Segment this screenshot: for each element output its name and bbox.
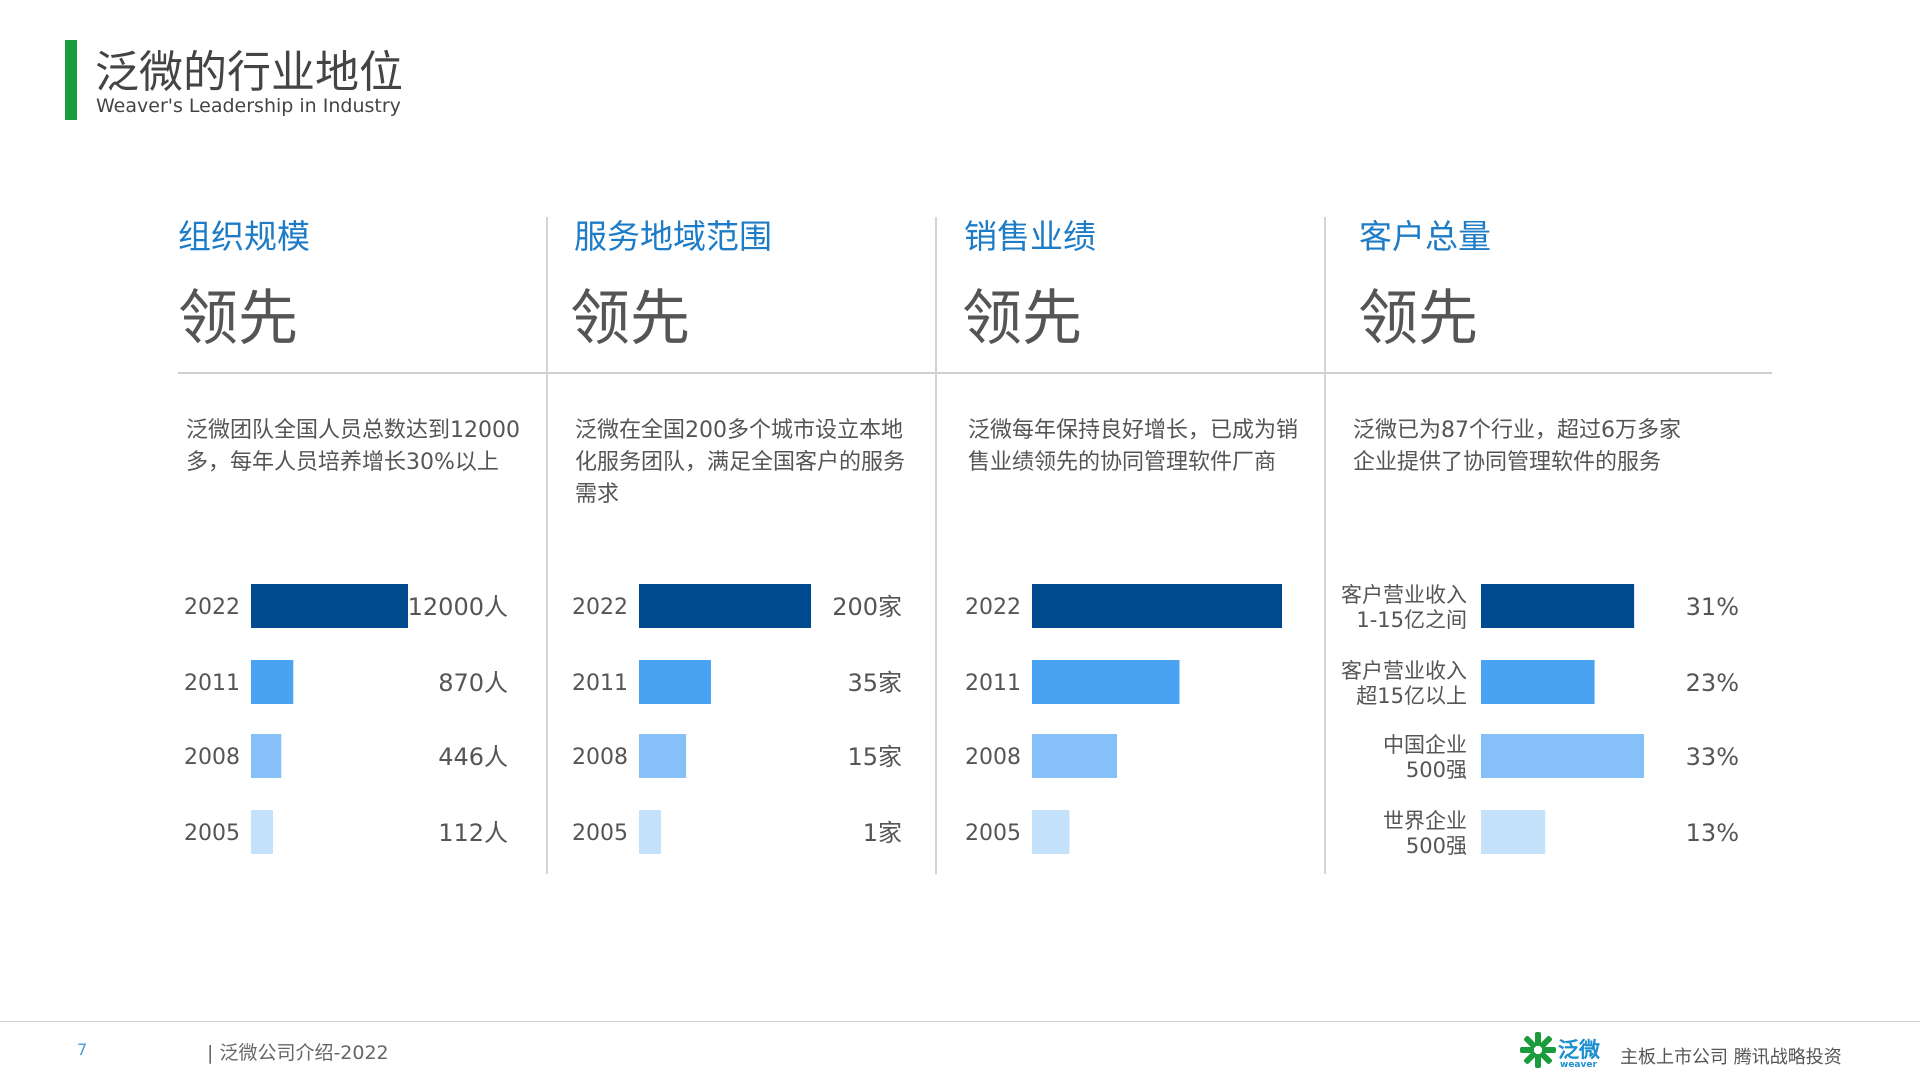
chart3-category-label: 2022 (965, 595, 1021, 620)
footer-divider (0, 1021, 1920, 1022)
chart2-value-label: 1家 (863, 819, 902, 847)
chart2-category-label: 2011 (572, 671, 628, 696)
footer-text: | 泛微公司介绍-2022 (207, 1042, 389, 1064)
panel-3-desc: 泛微每年保持良好增长，已成为销售业绩领先的协同管理软件厂商 (968, 418, 1299, 475)
page-number: 7 (77, 1040, 88, 1059)
panel-1-desc: 泛微团队全国人员总数达到12000多，每年人员培养增长30%以上 (186, 418, 520, 475)
chart4-value-label: 13% (1686, 819, 1739, 847)
chart3-bar-3 (1032, 734, 1117, 778)
panel-2-big: 领先 (570, 284, 690, 354)
column-divider-1 (546, 217, 548, 874)
panel-2-desc: 泛微在全国200多个城市设立本地化服务团队，满足全国客户的服务需求 (575, 418, 906, 507)
panel-4-title: 客户总量 (1359, 217, 1491, 256)
chart4-category-label: 客户营业收入 (1341, 659, 1467, 683)
chart2-category-label: 2022 (572, 595, 628, 620)
chart4-category-label: 1-15亿之间 (1356, 608, 1467, 632)
panel-3-title: 销售业绩 (964, 217, 1096, 256)
chart1-bar-2 (251, 660, 294, 704)
header-divider (178, 372, 1772, 374)
chart1-value-label: 446人 (438, 743, 508, 771)
chart2-bar-4 (639, 810, 661, 854)
chart3-category-label: 2005 (965, 821, 1021, 846)
chart3-bar-4 (1032, 810, 1070, 854)
chart4-category-label: 500强 (1406, 834, 1467, 858)
chart1-category-label: 2008 (184, 745, 240, 770)
chart4-value-label: 31% (1686, 593, 1739, 621)
title-accent-bar (65, 40, 77, 120)
chart2-value-label: 15家 (847, 743, 902, 771)
page-title: 泛微的行业地位 (95, 47, 403, 98)
panel-2-title: 服务地域范围 (574, 217, 772, 256)
chart4-category-label: 500强 (1406, 758, 1467, 782)
chart3-bar-1 (1032, 584, 1282, 628)
panel-4-desc: 泛微已为87个行业，超过6万多家企业提供了协同管理软件的服务 (1353, 418, 1681, 475)
logo-wordmark-cn: 泛微 (1558, 1038, 1600, 1062)
chart4-value-label: 23% (1686, 669, 1739, 697)
chart4-bar-2 (1481, 660, 1595, 704)
page-subtitle: Weaver's Leadership in Industry (96, 95, 401, 117)
chart1-value-label: 870人 (438, 669, 508, 697)
weaver-logo-icon (1520, 1032, 1556, 1068)
chart1-value-label: 112人 (438, 819, 508, 847)
chart4-category-label: 中国企业 (1383, 733, 1467, 757)
chart2-category-label: 2008 (572, 745, 628, 770)
chart2-value-label: 35家 (847, 669, 902, 697)
chart4-bar-3 (1481, 734, 1644, 778)
chart4-bar-4 (1481, 810, 1546, 854)
chart2-value-label: 200家 (832, 593, 902, 621)
chart4-category-label: 世界企业 (1383, 809, 1467, 833)
chart2-bar-1 (639, 584, 811, 628)
panel-3-big: 领先 (962, 284, 1082, 354)
chart1-value-label: 12000人 (408, 593, 508, 621)
company-tagline: 主板上市公司 腾讯战略投资 (1620, 1047, 1842, 1068)
chart1-bar-4 (251, 810, 273, 854)
chart1-category-label: 2022 (184, 595, 240, 620)
column-divider-3 (1324, 217, 1326, 874)
chart2-bar-3 (639, 734, 687, 778)
panel-4-big: 领先 (1358, 284, 1478, 354)
chart1-bar-1 (251, 584, 408, 628)
panel-1-title: 组织规模 (178, 217, 310, 256)
column-divider-2 (935, 217, 937, 874)
chart4-value-label: 33% (1686, 743, 1739, 771)
chart4-category-label: 客户营业收入 (1341, 583, 1467, 607)
panel-1-big: 领先 (178, 284, 298, 354)
chart3-category-label: 2011 (965, 671, 1021, 696)
chart4-bar-1 (1481, 584, 1635, 628)
logo-wordmark-en: weaver (1560, 1060, 1597, 1070)
chart1-bar-3 (251, 734, 282, 778)
chart3-category-label: 2008 (965, 745, 1021, 770)
chart2-category-label: 2005 (572, 821, 628, 846)
chart4-category-label: 超15亿以上 (1356, 684, 1467, 708)
chart1-category-label: 2011 (184, 671, 240, 696)
chart2-bar-2 (639, 660, 711, 704)
chart3-bar-2 (1032, 660, 1180, 704)
chart1-category-label: 2005 (184, 821, 240, 846)
